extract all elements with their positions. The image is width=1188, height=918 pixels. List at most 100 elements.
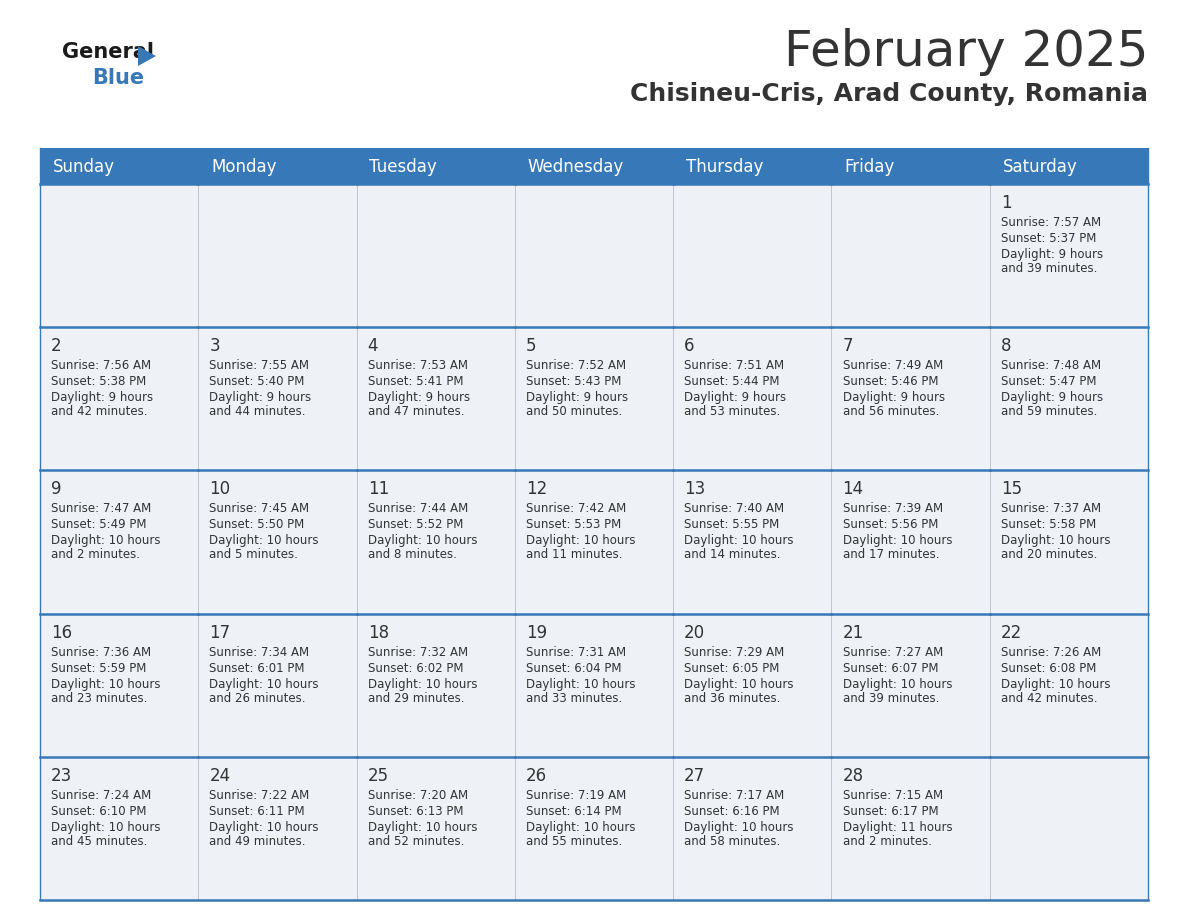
- Text: 21: 21: [842, 623, 864, 642]
- Text: 24: 24: [209, 767, 230, 785]
- Text: Chisineu-Cris, Arad County, Romania: Chisineu-Cris, Arad County, Romania: [630, 82, 1148, 106]
- Bar: [832, 148, 990, 184]
- Text: and 36 minutes.: and 36 minutes.: [684, 691, 781, 705]
- Text: and 26 minutes.: and 26 minutes.: [209, 691, 305, 705]
- Text: Daylight: 10 hours: Daylight: 10 hours: [684, 677, 794, 690]
- Text: Sunset: 6:02 PM: Sunset: 6:02 PM: [367, 662, 463, 675]
- Bar: [356, 184, 514, 327]
- Text: Sunrise: 7:15 AM: Sunrise: 7:15 AM: [842, 789, 942, 801]
- Text: Sunset: 6:08 PM: Sunset: 6:08 PM: [1000, 662, 1097, 675]
- Text: 7: 7: [842, 337, 853, 355]
- Text: Sunset: 5:47 PM: Sunset: 5:47 PM: [1000, 375, 1097, 388]
- Text: Sunset: 5:41 PM: Sunset: 5:41 PM: [367, 375, 463, 388]
- Text: Sunrise: 7:49 AM: Sunrise: 7:49 AM: [842, 359, 943, 372]
- Text: Daylight: 10 hours: Daylight: 10 hours: [367, 534, 478, 547]
- Text: February 2025: February 2025: [784, 28, 1148, 76]
- Text: and 53 minutes.: and 53 minutes.: [684, 405, 781, 419]
- Text: Sunset: 5:46 PM: Sunset: 5:46 PM: [842, 375, 939, 388]
- Text: and 56 minutes.: and 56 minutes.: [842, 405, 939, 419]
- Bar: [832, 327, 990, 470]
- Text: 5: 5: [526, 337, 537, 355]
- Text: Daylight: 10 hours: Daylight: 10 hours: [367, 677, 478, 690]
- Text: and 39 minutes.: and 39 minutes.: [842, 691, 939, 705]
- Bar: [40, 613, 198, 756]
- Bar: [674, 470, 832, 613]
- Text: Sunset: 5:50 PM: Sunset: 5:50 PM: [209, 519, 304, 532]
- Text: Sunrise: 7:36 AM: Sunrise: 7:36 AM: [51, 645, 151, 658]
- Text: and 55 minutes.: and 55 minutes.: [526, 834, 623, 848]
- Text: and 59 minutes.: and 59 minutes.: [1000, 405, 1098, 419]
- Text: Sunset: 6:11 PM: Sunset: 6:11 PM: [209, 805, 305, 818]
- Text: Sunrise: 7:27 AM: Sunrise: 7:27 AM: [842, 645, 943, 658]
- Text: and 50 minutes.: and 50 minutes.: [526, 405, 623, 419]
- Text: Sunset: 5:43 PM: Sunset: 5:43 PM: [526, 375, 621, 388]
- Bar: [356, 470, 514, 613]
- Bar: [832, 613, 990, 756]
- Text: 11: 11: [367, 480, 388, 498]
- Bar: [514, 613, 674, 756]
- Text: Sunset: 5:53 PM: Sunset: 5:53 PM: [526, 519, 621, 532]
- Bar: [674, 327, 832, 470]
- Bar: [40, 327, 198, 470]
- Bar: [198, 756, 356, 900]
- Text: Sunrise: 7:32 AM: Sunrise: 7:32 AM: [367, 645, 468, 658]
- Bar: [198, 613, 356, 756]
- Bar: [198, 470, 356, 613]
- Text: Sunrise: 7:55 AM: Sunrise: 7:55 AM: [209, 359, 309, 372]
- Text: and 39 minutes.: and 39 minutes.: [1000, 262, 1098, 275]
- Bar: [990, 756, 1148, 900]
- Text: Sunset: 5:49 PM: Sunset: 5:49 PM: [51, 519, 146, 532]
- Text: Thursday: Thursday: [685, 158, 763, 176]
- Text: 6: 6: [684, 337, 695, 355]
- Text: Daylight: 9 hours: Daylight: 9 hours: [367, 391, 469, 404]
- Text: Saturday: Saturday: [1003, 158, 1078, 176]
- Text: 19: 19: [526, 623, 546, 642]
- Text: Daylight: 9 hours: Daylight: 9 hours: [1000, 391, 1102, 404]
- Bar: [40, 148, 198, 184]
- Bar: [674, 148, 832, 184]
- Bar: [514, 470, 674, 613]
- Text: 14: 14: [842, 480, 864, 498]
- Text: Sunrise: 7:44 AM: Sunrise: 7:44 AM: [367, 502, 468, 515]
- Text: and 52 minutes.: and 52 minutes.: [367, 834, 465, 848]
- Text: 26: 26: [526, 767, 546, 785]
- Bar: [40, 184, 198, 327]
- Text: 18: 18: [367, 623, 388, 642]
- Text: and 47 minutes.: and 47 minutes.: [367, 405, 465, 419]
- Text: Daylight: 10 hours: Daylight: 10 hours: [1000, 534, 1111, 547]
- Polygon shape: [138, 46, 156, 66]
- Text: Sunrise: 7:19 AM: Sunrise: 7:19 AM: [526, 789, 626, 801]
- Bar: [514, 184, 674, 327]
- Text: Tuesday: Tuesday: [369, 158, 437, 176]
- Text: Daylight: 10 hours: Daylight: 10 hours: [526, 821, 636, 834]
- Bar: [990, 613, 1148, 756]
- Text: Daylight: 11 hours: Daylight: 11 hours: [842, 821, 952, 834]
- Bar: [990, 470, 1148, 613]
- Text: 3: 3: [209, 337, 220, 355]
- Text: 4: 4: [367, 337, 378, 355]
- Text: Daylight: 10 hours: Daylight: 10 hours: [367, 821, 478, 834]
- Text: Sunset: 5:58 PM: Sunset: 5:58 PM: [1000, 519, 1097, 532]
- Bar: [674, 756, 832, 900]
- Text: and 11 minutes.: and 11 minutes.: [526, 548, 623, 562]
- Text: Sunrise: 7:34 AM: Sunrise: 7:34 AM: [209, 645, 310, 658]
- Bar: [832, 184, 990, 327]
- Text: Daylight: 9 hours: Daylight: 9 hours: [1000, 248, 1102, 261]
- Text: Daylight: 10 hours: Daylight: 10 hours: [51, 821, 160, 834]
- Text: Sunrise: 7:40 AM: Sunrise: 7:40 AM: [684, 502, 784, 515]
- Text: 22: 22: [1000, 623, 1022, 642]
- Text: and 2 minutes.: and 2 minutes.: [51, 548, 140, 562]
- Bar: [356, 613, 514, 756]
- Text: and 8 minutes.: and 8 minutes.: [367, 548, 456, 562]
- Bar: [832, 470, 990, 613]
- Text: Sunset: 6:14 PM: Sunset: 6:14 PM: [526, 805, 621, 818]
- Text: and 29 minutes.: and 29 minutes.: [367, 691, 465, 705]
- Text: and 49 minutes.: and 49 minutes.: [209, 834, 305, 848]
- Text: Sunrise: 7:22 AM: Sunrise: 7:22 AM: [209, 789, 310, 801]
- Text: Sunrise: 7:48 AM: Sunrise: 7:48 AM: [1000, 359, 1101, 372]
- Text: Sunset: 6:17 PM: Sunset: 6:17 PM: [842, 805, 939, 818]
- Text: Wednesday: Wednesday: [527, 158, 624, 176]
- Text: Sunrise: 7:20 AM: Sunrise: 7:20 AM: [367, 789, 468, 801]
- Text: Daylight: 10 hours: Daylight: 10 hours: [51, 677, 160, 690]
- Text: Daylight: 10 hours: Daylight: 10 hours: [209, 821, 318, 834]
